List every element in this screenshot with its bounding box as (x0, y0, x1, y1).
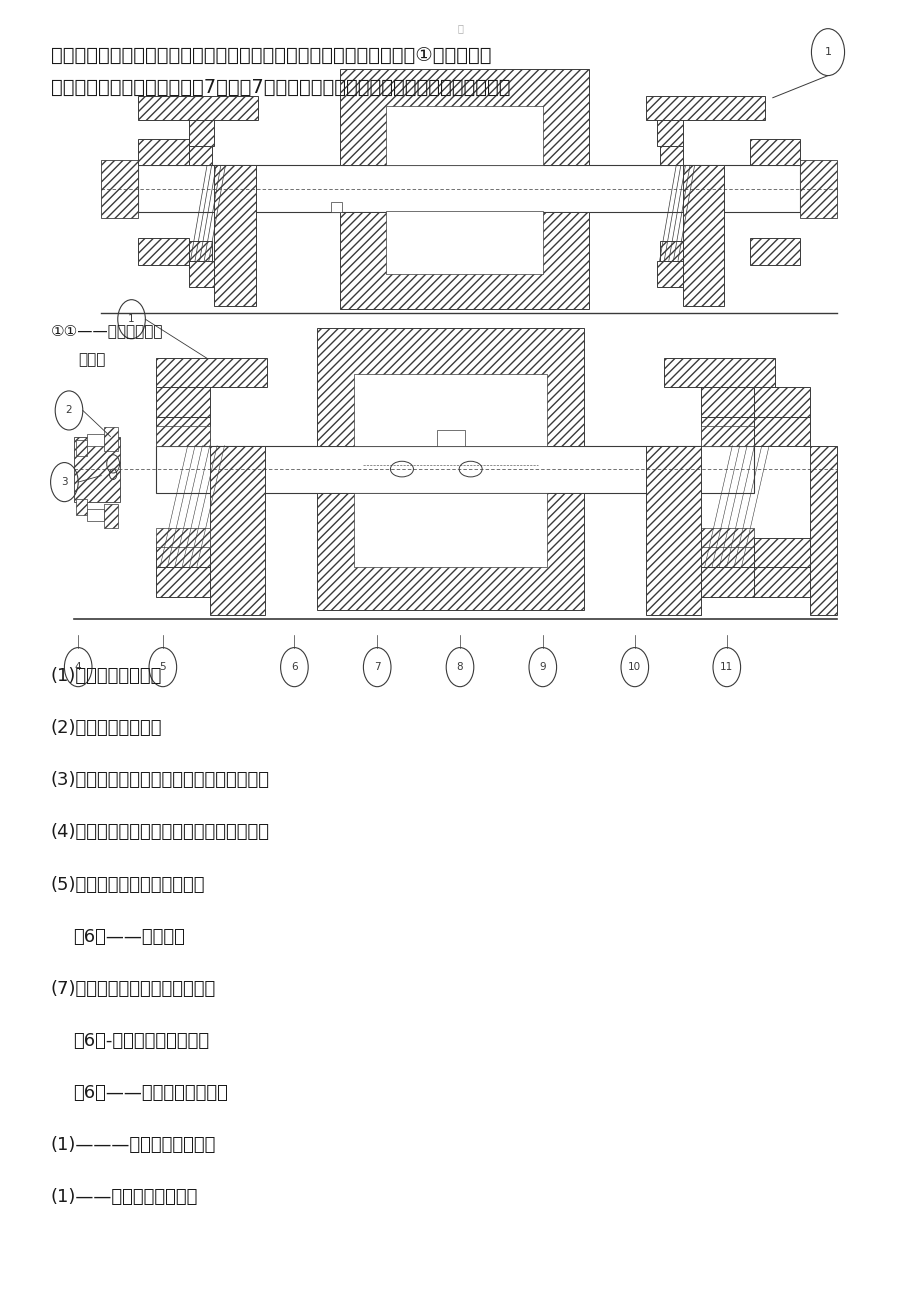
Bar (700, 387, 754, 417)
Bar (138, 139, 188, 165)
Bar (188, 241, 211, 261)
Bar (754, 567, 809, 597)
Bar (659, 241, 682, 261)
Bar (700, 538, 754, 567)
Text: (2)一一轮毂键槽不对: (2)一一轮毂键槽不对 (51, 719, 162, 737)
Text: 6: 6 (290, 662, 298, 672)
Text: ［解］: ［解］ (78, 352, 106, 367)
Bar (188, 261, 214, 287)
Text: (1)——轴与轴承端盖相碰: (1)——轴与轴承端盖相碰 (51, 1188, 198, 1207)
Bar (214, 165, 255, 306)
Text: 1: 1 (823, 47, 831, 57)
Bar (210, 446, 265, 615)
Bar (138, 165, 800, 212)
Bar (700, 417, 754, 446)
Bar (156, 538, 210, 567)
Text: (7)一一齿轮左侧轴向定位不可靠: (7)一一齿轮左侧轴向定位不可靠 (51, 980, 216, 998)
Bar (104, 427, 118, 451)
Text: 8: 8 (456, 662, 463, 672)
Bar (664, 358, 774, 387)
Bar (800, 160, 836, 218)
Bar (386, 211, 542, 274)
Bar (156, 426, 210, 446)
Bar (656, 120, 682, 146)
Text: 9: 9 (539, 662, 546, 672)
Text: (1)一一缺少调整垫片: (1)一一缺少调整垫片 (51, 667, 162, 685)
Bar (101, 160, 138, 218)
Text: (3)一一与齿轮处键槽的位置不在同一角度上: (3)一一与齿轮处键槽的位置不在同一角度上 (51, 771, 269, 790)
Bar (340, 69, 588, 165)
Bar (74, 437, 119, 502)
Bar (76, 499, 87, 515)
Bar (156, 446, 754, 493)
Text: 5: 5 (159, 662, 166, 672)
Text: 图中的其他结构错误（不少于7处）（7分）（注：润滑方式、倒角和圆角忽略不计。）: 图中的其他结构错误（不少于7处）（7分）（注：润滑方式、倒角和圆角忽略不计。） (51, 78, 509, 98)
Bar (386, 106, 542, 165)
Bar (317, 493, 584, 610)
Text: 11: 11 (720, 662, 732, 672)
Text: 二: 二 (457, 23, 462, 34)
Text: ①①——缺少调整垫片: ①①——缺少调整垫片 (51, 323, 163, 339)
Bar (700, 567, 754, 597)
Bar (754, 417, 809, 446)
Bar (104, 504, 118, 528)
Text: 4: 4 (74, 662, 82, 672)
Bar (317, 328, 584, 446)
Bar (87, 509, 104, 521)
Bar (331, 202, 342, 212)
Bar (156, 528, 210, 547)
Text: 7: 7 (373, 662, 380, 672)
Bar (156, 387, 210, 417)
Bar (437, 430, 464, 446)
Bar (749, 238, 800, 265)
Bar (354, 493, 547, 567)
Bar (156, 417, 210, 446)
Bar (645, 446, 700, 615)
Bar (138, 238, 188, 265)
Bar (749, 139, 800, 165)
Bar (156, 567, 210, 597)
Bar (156, 358, 267, 387)
Text: 10: 10 (628, 662, 641, 672)
Bar (188, 120, 214, 146)
Bar (682, 165, 723, 306)
Text: （6）——多一个键: （6）——多一个键 (74, 928, 186, 946)
Text: （6）——轴承安装方向不对: （6）——轴承安装方向不对 (74, 1084, 228, 1102)
Bar (659, 146, 682, 165)
Bar (87, 434, 104, 446)
Bar (645, 96, 765, 120)
Bar (138, 96, 257, 120)
Text: 2: 2 (65, 405, 73, 416)
Text: 3: 3 (61, 477, 68, 487)
Text: (5)一一端盖孔与轴径间无间隙: (5)一一端盖孔与轴径间无间隙 (51, 876, 205, 894)
Bar (354, 374, 547, 446)
Bar (188, 146, 211, 165)
Bar (754, 387, 809, 417)
Text: (1)———轴承外圈定位超高: (1)———轴承外圈定位超高 (51, 1136, 216, 1154)
Bar (754, 538, 809, 567)
Bar (700, 426, 754, 446)
Bar (656, 261, 682, 287)
Bar (76, 440, 87, 456)
Bar (809, 446, 836, 615)
Bar (340, 212, 588, 309)
Bar (700, 528, 754, 547)
Text: (4)一一键槽处表达不正确（应该局部剖视）: (4)一一键槽处表达不正确（应该局部剖视） (51, 823, 269, 842)
Text: 五、图示为一用对圆锥滚子轴承外圈窄边相对安装的轴系结构。按示例①所示，指出: 五、图示为一用对圆锥滚子轴承外圈窄边相对安装的轴系结构。按示例①所示，指出 (51, 46, 491, 65)
Text: （6）-齿轮右侧无轴向定位: （6）-齿轮右侧无轴向定位 (74, 1032, 210, 1050)
Text: 1: 1 (128, 314, 135, 324)
